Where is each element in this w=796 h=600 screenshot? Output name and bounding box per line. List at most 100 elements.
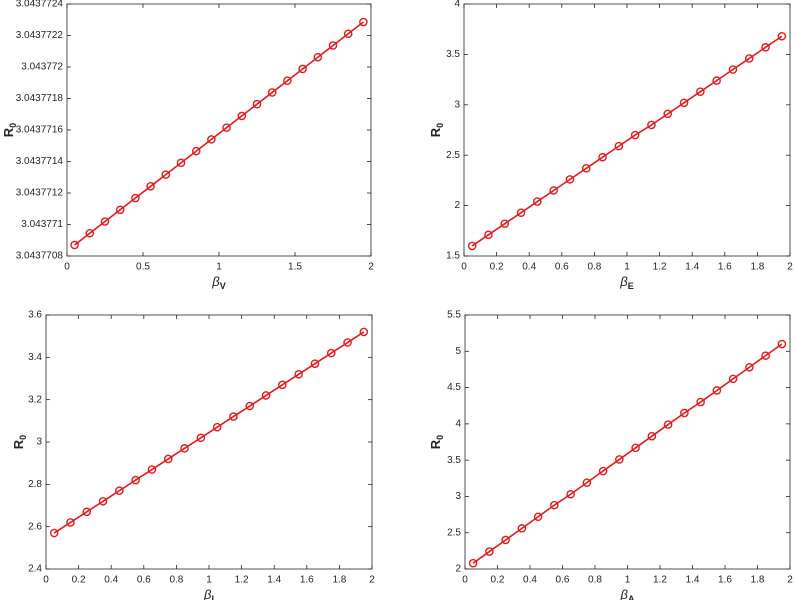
x-tick-label: 1 [216, 262, 222, 273]
data-point [500, 219, 510, 229]
data-point [777, 339, 787, 349]
data-point [550, 500, 559, 510]
y-tick-label: 3.0437708 [16, 251, 64, 262]
x-tick-label: 0.6 [137, 575, 151, 586]
x-tick-label: 1.2 [653, 262, 667, 273]
data-point [207, 135, 216, 144]
data-point [176, 158, 186, 168]
y-axis-subscript: 0 [435, 123, 445, 128]
data-point [100, 217, 110, 226]
x-tick-label: 1.6 [300, 575, 314, 586]
data-point [180, 444, 189, 453]
data-point [615, 455, 624, 464]
data-point [485, 547, 494, 556]
data-point [777, 31, 787, 41]
data-point [549, 186, 558, 195]
x-tick-label: 0.4 [104, 575, 118, 586]
data-point [565, 175, 575, 184]
y-axis-symbol: R [11, 439, 26, 449]
y-tick-label: 3.6 [28, 310, 42, 321]
x-axis-symbol: β [203, 587, 212, 600]
y-tick-label: 2.8 [28, 479, 42, 490]
x-tick-label: 1.8 [751, 575, 765, 586]
data-point [343, 29, 353, 39]
y-tick-label: 2.5 [447, 527, 461, 538]
data-point [614, 141, 624, 151]
data-point [696, 397, 705, 407]
x-axis-label: βE [619, 274, 633, 291]
data-point [146, 182, 155, 191]
data-point [283, 76, 292, 86]
x-tick-label: 0.8 [588, 575, 602, 586]
y-tick-label: 2 [454, 200, 460, 211]
y-axis-symbol: R [428, 439, 443, 449]
y-axis-label: R0 [1, 123, 18, 137]
data-point [484, 230, 493, 240]
subplot: 0 0.5 1 1.5 2 3.0437708 3.043771 3.0437712 3.043… [1, 0, 374, 291]
axes-box [45, 314, 373, 570]
x-axis-label: βV [211, 274, 225, 291]
data-point [245, 401, 255, 411]
data-point [582, 478, 592, 487]
y-tick-label: 3.5 [447, 455, 461, 466]
y-tick-label: 4 [455, 418, 461, 429]
data-point [598, 466, 608, 476]
data-point [517, 524, 527, 533]
x-tick-label: 0.6 [556, 575, 570, 586]
x-tick-label: 1.2 [653, 575, 667, 586]
x-tick-label: 0 [461, 262, 467, 273]
x-tick-label: 1.6 [718, 575, 732, 586]
x-tick-label: 1 [206, 575, 212, 586]
data-point [696, 87, 705, 96]
data-point [468, 558, 478, 568]
data-point [566, 489, 575, 499]
x-tick-label: 1 [624, 262, 630, 273]
y-tick-label: 3.0437722 [16, 30, 64, 41]
data-point [533, 197, 542, 206]
x-tick-label: 1.2 [235, 575, 249, 586]
y-tick-label: 3 [454, 99, 460, 110]
data-point [631, 443, 640, 453]
y-tick-label: 5.5 [447, 310, 461, 321]
x-axis-label: βA [620, 587, 635, 600]
data-point [163, 454, 173, 464]
x-tick-label: 0 [64, 262, 70, 273]
x-tick-label: 0 [462, 575, 468, 586]
data-point [147, 465, 157, 474]
x-tick-label: 0.8 [169, 575, 183, 586]
x-tick-label: 0.2 [72, 575, 86, 586]
y-axis-symbol: R [1, 127, 16, 137]
data-point [131, 193, 140, 203]
data-point [267, 88, 277, 97]
y-tick-label: 3.0437716 [16, 125, 64, 136]
data-point [712, 76, 721, 85]
data-point [712, 386, 722, 395]
y-axis-label: R0 [11, 435, 28, 449]
y-tick-label: 3.0437714 [16, 156, 64, 167]
x-tick-label: 0.8 [587, 262, 601, 273]
data-point [359, 17, 368, 27]
data-point [298, 64, 307, 74]
y-tick-label: 3 [36, 437, 42, 448]
y-axis-label: R0 [428, 435, 445, 449]
data-point [467, 241, 477, 251]
y-tick-label: 2 [455, 564, 461, 575]
data-point [744, 54, 754, 63]
data-point [663, 420, 673, 429]
data-point [359, 327, 369, 337]
data-point [516, 208, 526, 217]
x-tick-label: 0.4 [523, 575, 537, 586]
data-point [261, 391, 271, 400]
data-point [131, 475, 140, 485]
data-point [98, 496, 108, 506]
data-point [328, 41, 338, 50]
x-tick-label: 0 [43, 575, 49, 586]
x-tick-label: 1.8 [332, 575, 346, 586]
y-axis-subscript: 0 [18, 435, 28, 440]
axes-box [66, 3, 372, 257]
data-point [49, 528, 59, 538]
x-tick-label: 1 [625, 575, 631, 586]
data-point [310, 359, 320, 368]
y-tick-label: 4.5 [447, 382, 461, 393]
